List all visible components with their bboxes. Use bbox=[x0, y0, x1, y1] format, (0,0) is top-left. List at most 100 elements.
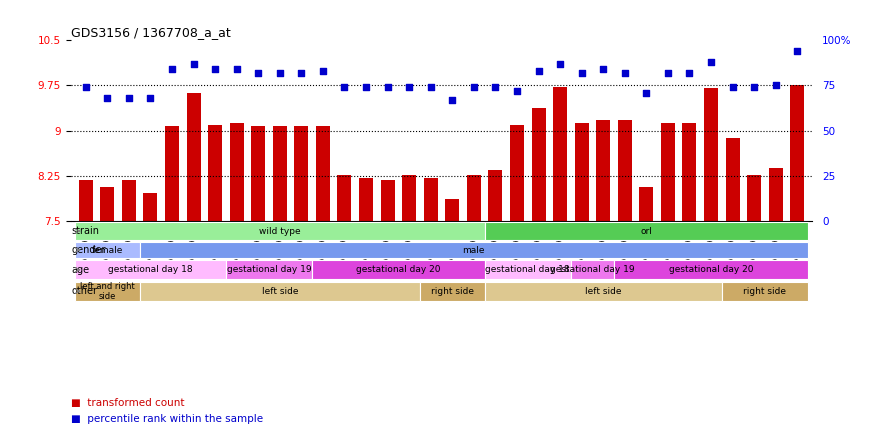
Point bbox=[230, 65, 244, 72]
Point bbox=[122, 95, 136, 102]
Bar bbox=[790, 85, 804, 221]
Point bbox=[186, 60, 200, 67]
Bar bbox=[165, 127, 179, 221]
Bar bbox=[639, 187, 653, 221]
Point bbox=[251, 69, 265, 76]
Bar bbox=[140, 281, 420, 301]
Bar bbox=[510, 124, 524, 221]
Bar bbox=[143, 193, 157, 221]
Point bbox=[359, 83, 374, 91]
Text: gestational day 18: gestational day 18 bbox=[486, 266, 570, 274]
Point bbox=[488, 83, 502, 91]
Bar bbox=[704, 88, 718, 221]
Bar bbox=[402, 174, 416, 221]
Point bbox=[639, 89, 653, 96]
Text: gestational day 20: gestational day 20 bbox=[668, 266, 753, 274]
Text: male: male bbox=[463, 246, 485, 254]
Bar bbox=[186, 92, 200, 221]
Bar bbox=[294, 126, 308, 221]
Point bbox=[532, 67, 546, 74]
Text: left side: left side bbox=[585, 287, 622, 296]
Bar bbox=[721, 281, 808, 301]
Point bbox=[467, 83, 481, 91]
Bar bbox=[485, 260, 571, 279]
Point bbox=[726, 83, 740, 91]
Bar bbox=[101, 187, 114, 221]
Point bbox=[402, 83, 416, 91]
Point bbox=[683, 69, 697, 76]
Bar bbox=[424, 178, 438, 221]
Point bbox=[101, 95, 115, 102]
Point bbox=[596, 65, 610, 72]
Bar bbox=[445, 199, 459, 221]
Text: wild type: wild type bbox=[259, 226, 300, 236]
Point bbox=[618, 69, 632, 76]
Bar bbox=[230, 123, 244, 221]
Bar bbox=[312, 260, 485, 279]
Point bbox=[273, 69, 287, 76]
Point bbox=[79, 83, 93, 91]
Bar bbox=[571, 260, 614, 279]
Bar bbox=[75, 281, 140, 301]
Bar bbox=[208, 124, 223, 221]
Bar bbox=[75, 242, 140, 258]
Bar bbox=[532, 107, 546, 221]
Text: age: age bbox=[72, 265, 90, 275]
Bar bbox=[273, 127, 287, 221]
Text: gestational day 20: gestational day 20 bbox=[356, 266, 441, 274]
Bar bbox=[79, 180, 93, 221]
Bar bbox=[359, 178, 373, 221]
Bar bbox=[596, 120, 610, 221]
Text: orl: orl bbox=[640, 226, 653, 236]
Point bbox=[747, 83, 761, 91]
Point bbox=[208, 65, 223, 72]
Bar bbox=[75, 222, 485, 240]
Bar bbox=[769, 168, 782, 221]
Bar bbox=[467, 174, 481, 221]
Bar bbox=[485, 222, 808, 240]
Bar bbox=[420, 281, 485, 301]
Bar bbox=[122, 180, 136, 221]
Point bbox=[790, 47, 804, 54]
Text: left and right
side: left and right side bbox=[80, 281, 135, 301]
Text: strain: strain bbox=[72, 226, 100, 236]
Text: right side: right side bbox=[431, 287, 474, 296]
Point bbox=[294, 69, 308, 76]
Text: left side: left side bbox=[261, 287, 298, 296]
Point bbox=[337, 83, 351, 91]
Point bbox=[575, 69, 589, 76]
Bar bbox=[488, 170, 502, 221]
Bar bbox=[575, 123, 589, 221]
Bar bbox=[660, 123, 675, 221]
Bar bbox=[618, 120, 631, 221]
Bar bbox=[614, 260, 808, 279]
Text: ■  transformed count: ■ transformed count bbox=[71, 398, 185, 408]
Text: gestational day 19: gestational day 19 bbox=[227, 266, 312, 274]
Point bbox=[143, 95, 157, 102]
Bar bbox=[683, 123, 697, 221]
Bar bbox=[553, 87, 567, 221]
Point bbox=[704, 58, 718, 65]
Bar bbox=[726, 139, 740, 221]
Text: right side: right side bbox=[743, 287, 787, 296]
Point bbox=[509, 87, 524, 94]
Point bbox=[553, 60, 567, 67]
Bar bbox=[337, 174, 351, 221]
Bar bbox=[747, 174, 761, 221]
Text: gestational day 18: gestational day 18 bbox=[108, 266, 192, 274]
Bar bbox=[226, 260, 312, 279]
Text: female: female bbox=[92, 246, 123, 254]
Text: gestational day 19: gestational day 19 bbox=[550, 266, 635, 274]
Point bbox=[316, 67, 330, 74]
Point bbox=[445, 96, 459, 103]
Text: GDS3156 / 1367708_a_at: GDS3156 / 1367708_a_at bbox=[71, 26, 230, 39]
Point bbox=[660, 69, 675, 76]
Text: ■  percentile rank within the sample: ■ percentile rank within the sample bbox=[71, 414, 263, 424]
Bar bbox=[316, 127, 330, 221]
Point bbox=[381, 83, 395, 91]
Bar bbox=[75, 260, 226, 279]
Point bbox=[768, 82, 782, 89]
Point bbox=[424, 83, 438, 91]
Bar bbox=[381, 180, 395, 221]
Text: other: other bbox=[72, 286, 98, 296]
